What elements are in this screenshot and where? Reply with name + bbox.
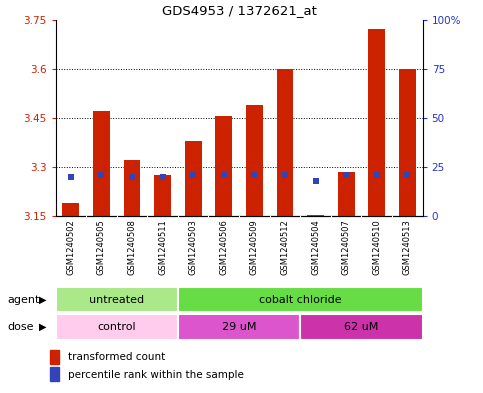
Bar: [300, 314, 423, 340]
Bar: [178, 314, 300, 340]
Bar: [56, 287, 178, 312]
Bar: [277, 69, 293, 216]
Text: cobalt chloride: cobalt chloride: [259, 295, 341, 305]
Text: GSM1240509: GSM1240509: [250, 220, 259, 275]
Bar: [246, 105, 263, 216]
Text: GSM1240504: GSM1240504: [311, 220, 320, 275]
Text: untreated: untreated: [89, 295, 144, 305]
Bar: [50, 367, 59, 381]
Text: ▶: ▶: [39, 295, 46, 305]
Text: GSM1240508: GSM1240508: [128, 220, 137, 275]
Text: 62 uM: 62 uM: [344, 322, 379, 332]
Bar: [178, 287, 423, 312]
Text: transformed count: transformed count: [69, 352, 166, 362]
Text: percentile rank within the sample: percentile rank within the sample: [69, 369, 244, 380]
Bar: [307, 215, 324, 216]
Bar: [369, 29, 385, 216]
Text: 29 uM: 29 uM: [222, 322, 256, 332]
Text: dose: dose: [7, 322, 34, 332]
Text: GSM1240505: GSM1240505: [97, 220, 106, 275]
Text: GSM1240511: GSM1240511: [158, 220, 167, 275]
Bar: [338, 172, 355, 216]
Bar: [124, 160, 141, 216]
Text: GSM1240510: GSM1240510: [372, 220, 381, 275]
Bar: [56, 314, 178, 340]
Text: GSM1240502: GSM1240502: [66, 220, 75, 275]
Text: GSM1240507: GSM1240507: [341, 220, 351, 275]
Text: GSM1240503: GSM1240503: [189, 220, 198, 275]
Bar: [93, 111, 110, 216]
Bar: [185, 141, 201, 216]
Text: agent: agent: [7, 295, 40, 305]
Text: GSM1240512: GSM1240512: [281, 220, 289, 275]
Bar: [215, 116, 232, 216]
Bar: [62, 203, 79, 216]
Bar: [50, 350, 59, 364]
Title: GDS4953 / 1372621_at: GDS4953 / 1372621_at: [162, 4, 316, 17]
Bar: [399, 69, 416, 216]
Text: control: control: [98, 322, 136, 332]
Text: GSM1240513: GSM1240513: [403, 220, 412, 275]
Text: GSM1240506: GSM1240506: [219, 220, 228, 275]
Bar: [154, 175, 171, 216]
Text: ▶: ▶: [39, 322, 46, 332]
